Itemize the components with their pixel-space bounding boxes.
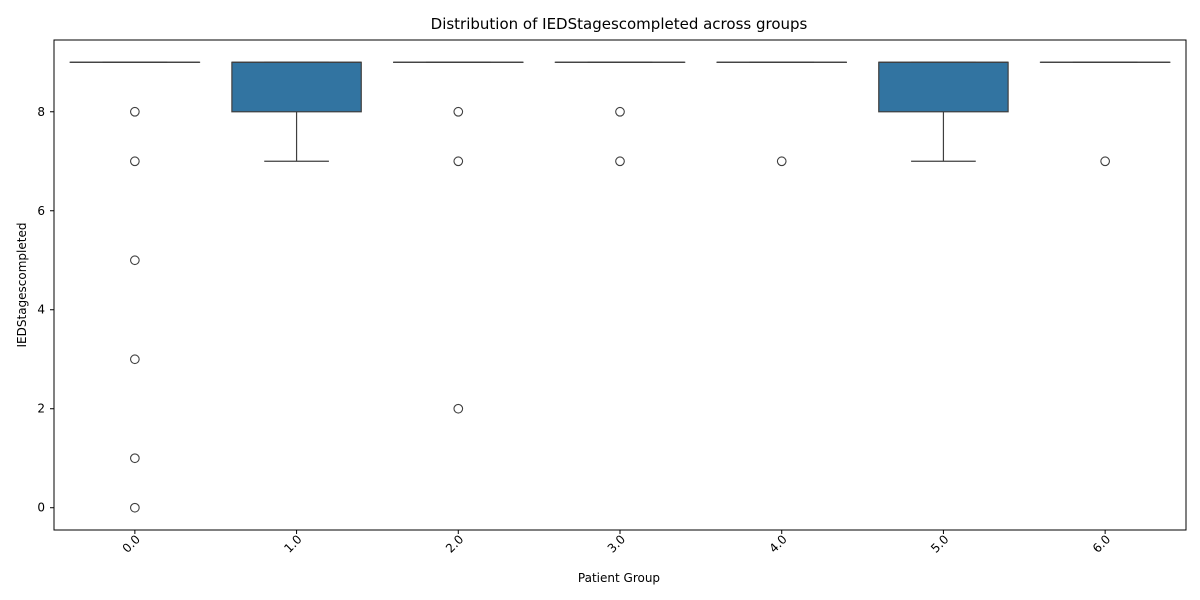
box-group-3.0 <box>554 61 686 167</box>
x-axis-label: Patient Group <box>578 571 660 585</box>
y-tick-label: 0 <box>37 501 45 515</box>
y-tick-label: 6 <box>37 204 45 218</box>
outlier-point <box>1100 156 1110 167</box>
plot-area <box>69 61 1171 513</box>
outlier-point <box>453 106 464 117</box>
outlier-point <box>130 453 140 464</box>
outlier-point <box>453 403 464 414</box>
outlier-point <box>130 502 140 513</box>
y-tick-label: 8 <box>37 105 45 119</box>
y-axis-label: IEDStagescompleted <box>15 223 29 348</box>
outlier-point <box>130 156 140 167</box>
outlier-point <box>615 106 625 117</box>
outlier-point <box>130 354 140 365</box>
box-group-6.0 <box>1039 61 1171 167</box>
y-tick-label: 2 <box>37 402 45 416</box>
box-group-0.0 <box>69 61 201 513</box>
outlier-point <box>130 255 140 266</box>
chart-title: Distribution of IEDStagescompleted acros… <box>431 15 808 33</box>
box-group-2.0 <box>393 61 524 414</box>
box-group-4.0 <box>716 61 847 167</box>
box-group-5.0 <box>878 61 1009 162</box>
outlier-point <box>615 156 625 167</box>
outlier-point <box>130 106 140 117</box>
outlier-point <box>776 156 787 167</box>
outlier-point <box>453 156 464 167</box>
y-tick-label: 4 <box>37 303 45 317</box>
y-axis: 0 2 4 6 8 <box>37 105 54 515</box>
box-group-1.0 <box>231 61 362 162</box>
box-body <box>878 61 1009 113</box>
box-body <box>231 61 362 113</box>
